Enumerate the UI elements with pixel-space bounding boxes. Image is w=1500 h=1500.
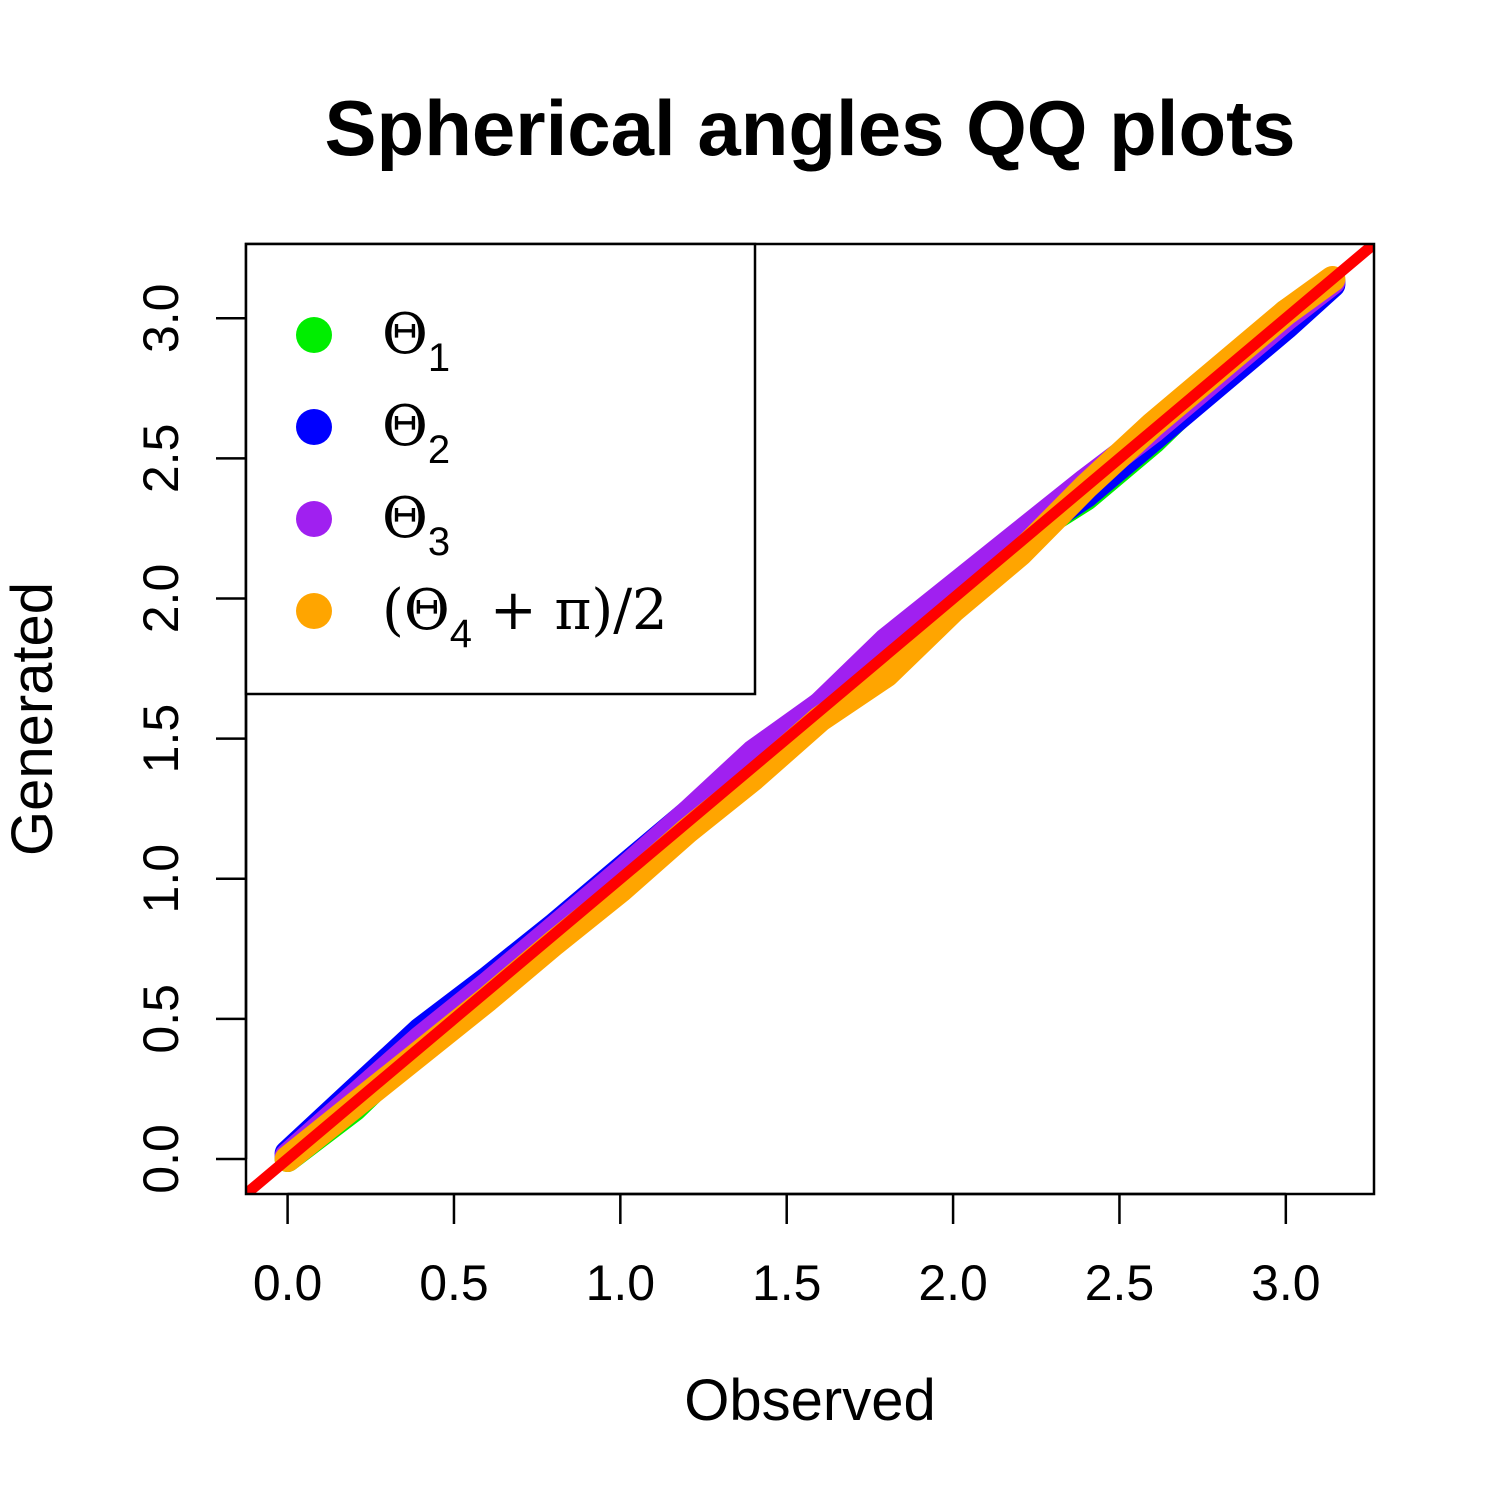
y-axis-label: Generated (0, 582, 65, 856)
legend-label-3: Θ3 (382, 486, 450, 564)
y-tick-label: 3.0 (133, 284, 189, 354)
legend: Θ1 Θ2 Θ3 (Θ4 + π)/2 (244, 242, 757, 696)
legend-label-4: (Θ4 + π)/2 (382, 578, 668, 656)
y-tick-label: 2.5 (133, 424, 189, 494)
legend-label-2: Θ2 (382, 394, 450, 472)
x-tick-label: 0.5 (419, 1255, 489, 1311)
legend-marker-1 (296, 317, 332, 353)
x-axis-label: Observed (684, 1368, 935, 1433)
y-tick-label: 0.5 (133, 984, 189, 1054)
x-tick-label: 2.5 (1085, 1255, 1155, 1311)
legend-box (244, 242, 757, 696)
legend-marker-2 (296, 409, 332, 445)
x-tick-label: 1.5 (752, 1255, 822, 1311)
y-axis: 0.0 0.5 1.0 1.5 2.0 2.5 3.0 (133, 284, 248, 1194)
reference-line-layer (246, 244, 1374, 1194)
x-tick-label: 1.0 (586, 1255, 656, 1311)
y-tick-label: 1.0 (133, 844, 189, 914)
chart-title: Spherical angles QQ plots (325, 84, 1296, 172)
legend-label-1: Θ1 (382, 302, 450, 380)
y-tick-label: 2.0 (133, 564, 189, 634)
y-tick-label: 0.0 (133, 1124, 189, 1194)
y-tick-label: 1.5 (133, 704, 189, 774)
legend-marker-3 (296, 501, 332, 537)
x-tick-label: 3.0 (1251, 1255, 1321, 1311)
x-tick-label: 2.0 (918, 1255, 988, 1311)
reference-line (246, 244, 1374, 1194)
x-tick-label: 0.0 (253, 1255, 323, 1311)
x-axis: 0.0 0.5 1.0 1.5 2.0 2.5 3.0 (253, 1192, 1321, 1311)
legend-marker-4 (296, 593, 332, 629)
